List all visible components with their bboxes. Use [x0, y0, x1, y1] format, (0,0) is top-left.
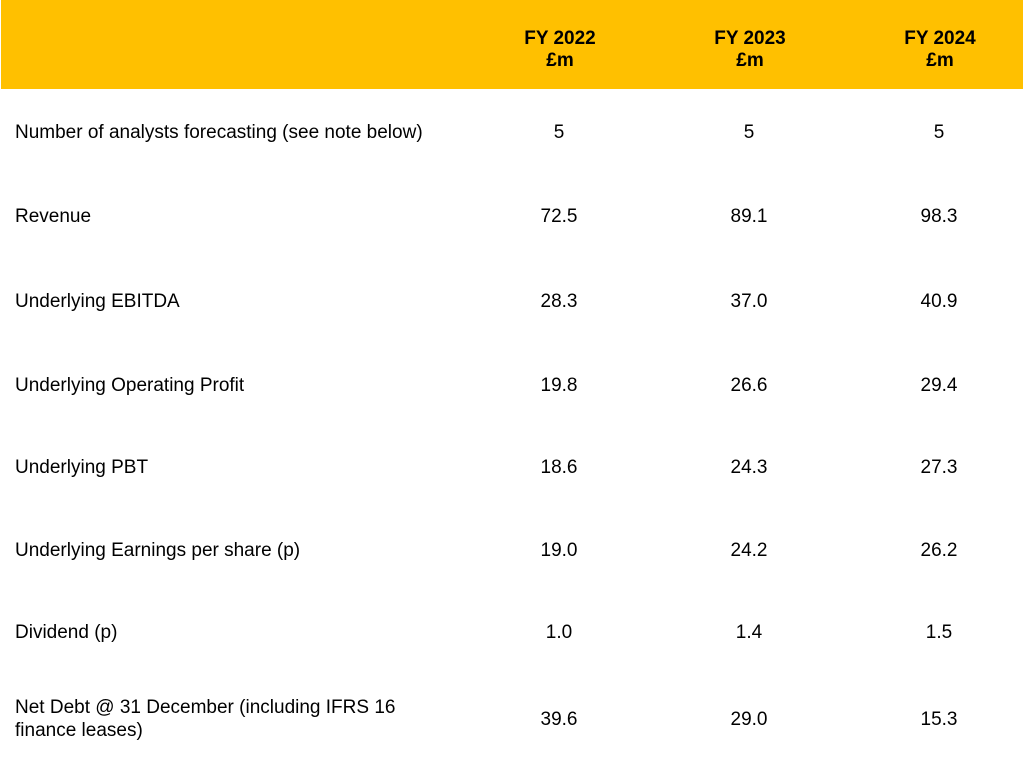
column-header-fy2023: FY 2023 £m [660, 28, 840, 72]
column-unit: £m [736, 50, 764, 71]
column-header-fy2024: FY 2024 £m [850, 28, 1024, 72]
row-label: Dividend (p) [15, 622, 118, 643]
row-label: Underlying Operating Profit [15, 375, 245, 396]
cell-fy2022: 39.6 [540, 709, 578, 730]
cell-fy2024: 40.9 [920, 291, 958, 312]
cell-fy2024: 1.5 [925, 622, 953, 643]
cell-fy2022: 19.0 [540, 540, 578, 561]
cell-fy2023: 89.1 [730, 206, 768, 227]
cell-fy2023: 24.2 [730, 540, 768, 561]
cell-fy2023: 1.4 [735, 622, 763, 643]
row-label: Revenue [15, 206, 92, 227]
cell-fy2024: 15.3 [920, 709, 958, 730]
row-label: Underlying EBITDA [15, 291, 180, 312]
cell-fy2024: 5 [933, 122, 945, 143]
cell-fy2024: 27.3 [920, 457, 958, 478]
cell-fy2022: 5 [553, 122, 565, 143]
row-label: Underlying PBT [15, 457, 149, 478]
column-year: FY 2024 [904, 28, 976, 49]
row-label: Underlying Earnings per share (p) [15, 540, 301, 561]
cell-fy2023: 29.0 [730, 709, 768, 730]
cell-fy2022: 28.3 [540, 291, 578, 312]
cell-fy2022: 72.5 [540, 206, 578, 227]
column-year: FY 2022 [524, 28, 596, 49]
cell-fy2023: 26.6 [730, 375, 768, 396]
cell-fy2022: 19.8 [540, 375, 578, 396]
row-label: Number of analysts forecasting (see note… [15, 122, 423, 143]
cell-fy2022: 18.6 [540, 457, 578, 478]
column-header-fy2022: FY 2022 £m [470, 28, 650, 72]
cell-fy2023: 5 [743, 122, 755, 143]
cell-fy2022: 1.0 [545, 622, 573, 643]
cell-fy2024: 29.4 [920, 375, 958, 396]
cell-fy2023: 24.3 [730, 457, 768, 478]
cell-fy2023: 37.0 [730, 291, 768, 312]
column-year: FY 2023 [714, 28, 786, 49]
cell-fy2024: 98.3 [920, 206, 958, 227]
row-label: Net Debt @ 31 December (including IFRS 1… [15, 697, 396, 741]
column-unit: £m [926, 50, 954, 71]
cell-fy2024: 26.2 [920, 540, 958, 561]
column-unit: £m [546, 50, 574, 71]
table-header: FY 2022 £m FY 2023 £m FY 2024 £m [1, 0, 1023, 89]
